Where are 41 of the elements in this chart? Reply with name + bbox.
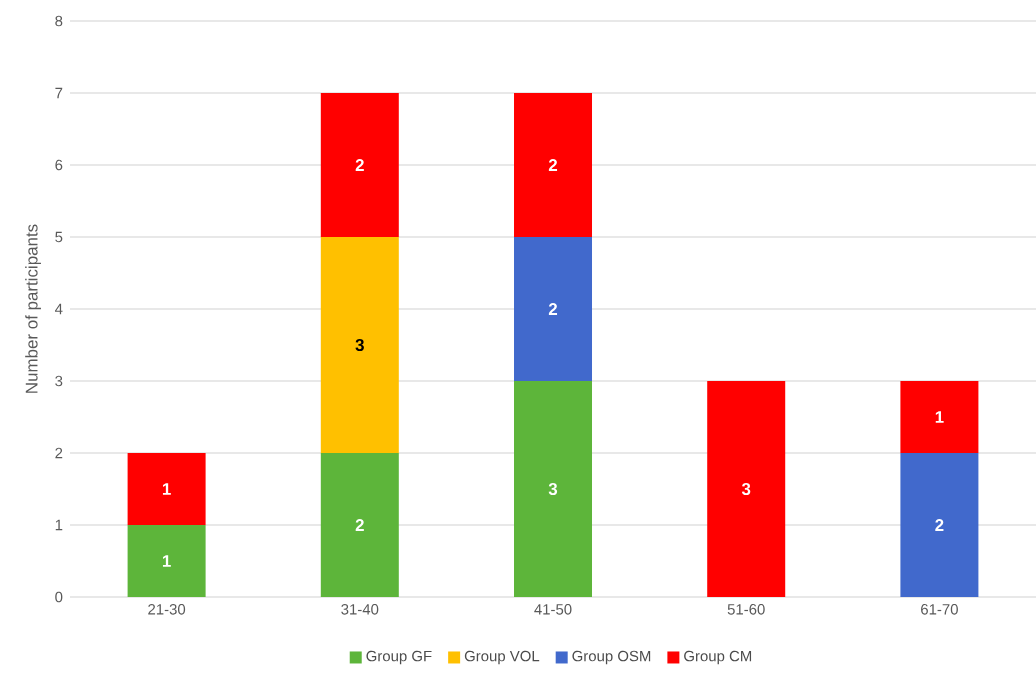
y-axis-title: Number of participants (25, 224, 41, 393)
x-tick-label: 61-70 (921, 604, 958, 615)
y-tick-label: 4 (54, 303, 63, 315)
x-tick-label: 41-50 (534, 604, 572, 615)
bar (900, 381, 979, 453)
y-tick-label: 5 (55, 231, 63, 243)
x-tick-label: 51-60 (727, 604, 765, 615)
y-tick-label: 8 (55, 15, 63, 27)
data-label: 2 (548, 303, 558, 315)
y-tick-label: 2 (55, 447, 63, 459)
bar (514, 93, 593, 237)
bar (514, 381, 593, 597)
y-tick-label: 0 (55, 591, 63, 603)
bar (320, 237, 399, 453)
y-tick-label: 1 (55, 519, 63, 531)
y-tick-label: 7 (55, 87, 63, 99)
data-label: 1 (162, 483, 171, 495)
data-label: 2 (355, 159, 364, 171)
x-tick-label: 21-30 (148, 604, 186, 615)
data-label: 3 (548, 483, 558, 496)
bar (514, 237, 593, 381)
bar (707, 381, 786, 597)
legend-label: Group VOL (464, 650, 540, 665)
bar (320, 93, 399, 237)
bar (127, 525, 206, 597)
bar (900, 453, 979, 597)
data-label: 1 (162, 555, 171, 567)
legend-label: Group CM (684, 650, 752, 665)
data-label: 1 (935, 411, 944, 423)
legend-label: Group OSM (572, 650, 651, 665)
bar (320, 453, 399, 597)
x-tick-label: 31-40 (341, 604, 379, 615)
data-label: 3 (355, 339, 364, 352)
y-tick-label: 6 (55, 159, 63, 171)
data-label: 3 (741, 483, 751, 496)
data-label: 2 (548, 159, 558, 171)
data-label: 2 (935, 519, 944, 531)
legend-label: Group GF (366, 650, 432, 665)
data-label: 2 (355, 519, 364, 531)
y-tick-label: 3 (55, 375, 63, 387)
bar (127, 453, 206, 525)
